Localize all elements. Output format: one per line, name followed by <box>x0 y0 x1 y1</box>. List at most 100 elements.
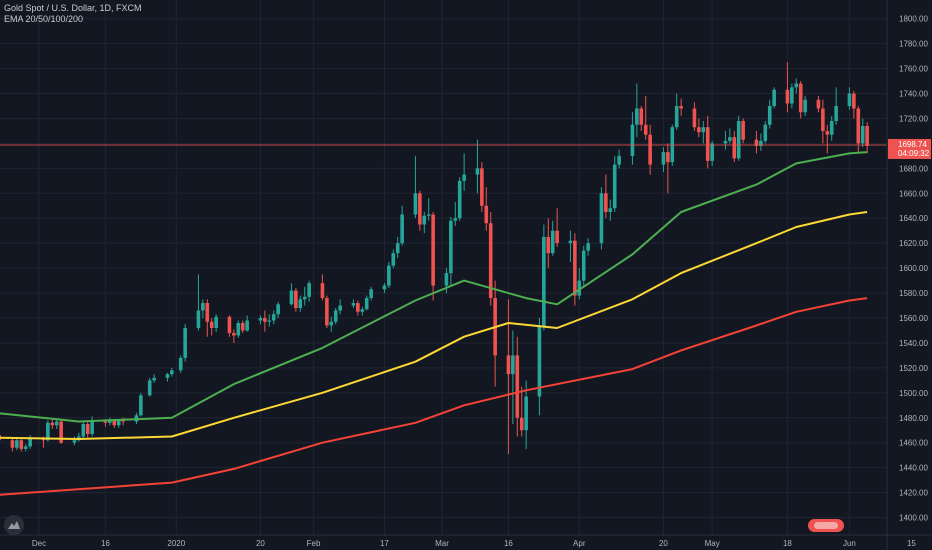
go-to-realtime-button[interactable] <box>808 519 844 532</box>
candle-body[interactable] <box>860 125 865 144</box>
candle-body[interactable] <box>568 240 573 244</box>
candle-body[interactable] <box>147 380 152 396</box>
candle-body[interactable] <box>209 321 214 328</box>
candle-body[interactable] <box>444 273 449 286</box>
candle-body[interactable] <box>271 314 276 321</box>
candle-body[interactable] <box>196 310 201 328</box>
candle-body[interactable] <box>865 125 869 146</box>
candle-body[interactable] <box>484 205 489 224</box>
candle-body[interactable] <box>767 106 772 125</box>
candle-body[interactable] <box>214 316 218 328</box>
candle-body[interactable] <box>387 265 391 286</box>
candle-body[interactable] <box>542 236 546 327</box>
candle-body[interactable] <box>550 230 555 254</box>
candle-body[interactable] <box>661 152 666 165</box>
candle-body[interactable] <box>121 420 125 422</box>
candle-body[interactable] <box>825 130 830 135</box>
candle-body[interactable] <box>643 124 648 135</box>
candle-body[interactable] <box>364 298 369 310</box>
candle-body[interactable] <box>612 164 617 209</box>
candle-body[interactable] <box>488 223 493 299</box>
candle-body[interactable] <box>630 124 635 156</box>
candle-body[interactable] <box>81 424 86 437</box>
candle-body[interactable] <box>599 193 604 244</box>
candle-body[interactable] <box>736 120 741 159</box>
candle-body[interactable] <box>103 421 108 423</box>
candle-body[interactable] <box>267 320 272 322</box>
candle-body[interactable] <box>798 83 803 113</box>
candle-body[interactable] <box>666 152 670 163</box>
candle-body[interactable] <box>391 253 396 266</box>
candle-body[interactable] <box>289 290 294 305</box>
candle-body[interactable] <box>431 214 435 286</box>
candle-body[interactable] <box>320 283 325 299</box>
candle-body[interactable] <box>72 440 77 443</box>
candle-body[interactable] <box>648 134 652 165</box>
candle-body[interactable] <box>763 124 768 141</box>
candle-body[interactable] <box>790 87 794 104</box>
candle-body[interactable] <box>139 395 143 416</box>
candle-body[interactable] <box>480 168 484 206</box>
candle-body[interactable] <box>360 309 365 312</box>
candle-body[interactable] <box>23 446 28 449</box>
candle-body[interactable] <box>692 108 697 128</box>
candle-body[interactable] <box>519 417 524 431</box>
candle-body[interactable] <box>511 355 515 375</box>
candle-body[interactable] <box>54 421 59 426</box>
candle-body[interactable] <box>852 93 856 109</box>
candle-body[interactable] <box>232 332 236 336</box>
candle-body[interactable] <box>19 440 24 449</box>
candle-body[interactable] <box>555 230 559 244</box>
candle-body[interactable] <box>506 355 511 375</box>
candle-body[interactable] <box>382 285 387 290</box>
candle-body[interactable] <box>856 108 861 144</box>
candle-body[interactable] <box>741 120 745 140</box>
candle-body[interactable] <box>573 240 577 296</box>
candle-body[interactable] <box>165 374 170 378</box>
candle-body[interactable] <box>462 174 466 181</box>
candle-body[interactable] <box>418 193 422 225</box>
candle-body[interactable] <box>10 440 15 448</box>
candle-body[interactable] <box>338 305 342 311</box>
tradingview-logo-icon[interactable] <box>4 515 24 535</box>
candle-body[interactable] <box>834 106 838 121</box>
candle-body[interactable] <box>170 370 174 375</box>
candle-body[interactable] <box>816 99 821 109</box>
candle-body[interactable] <box>15 440 19 448</box>
candle-body[interactable] <box>453 218 458 221</box>
candle-body[interactable] <box>524 396 528 431</box>
candle-body[interactable] <box>794 83 799 88</box>
candle-body[interactable] <box>710 143 714 161</box>
candle-body[interactable] <box>245 320 249 331</box>
candle-body[interactable] <box>577 280 582 296</box>
candle-body[interactable] <box>112 420 117 426</box>
candle-body[interactable] <box>457 180 462 219</box>
candle-body[interactable] <box>329 321 334 326</box>
candle-body[interactable] <box>581 250 586 281</box>
candle-body[interactable] <box>723 140 728 144</box>
candle-body[interactable] <box>413 193 418 215</box>
candle-body[interactable] <box>635 108 639 125</box>
candle-body[interactable] <box>369 289 373 299</box>
candle-body[interactable] <box>701 127 706 133</box>
candle-body[interactable] <box>617 155 621 165</box>
candle-body[interactable] <box>325 298 329 326</box>
candle-body[interactable] <box>205 303 210 322</box>
candle-body[interactable] <box>240 322 245 331</box>
price-axis[interactable] <box>887 0 932 550</box>
candle-body[interactable] <box>604 193 608 213</box>
candle-body[interactable] <box>732 137 737 159</box>
candle-body[interactable] <box>178 357 183 371</box>
candle-body[interactable] <box>772 89 776 107</box>
candle-body[interactable] <box>754 139 759 146</box>
candle-body[interactable] <box>847 93 852 107</box>
candle-body[interactable] <box>298 299 303 309</box>
candle-body[interactable] <box>183 327 187 358</box>
candle-body[interactable] <box>50 422 55 426</box>
candle-body[interactable] <box>356 303 360 312</box>
candle-body[interactable] <box>759 140 763 146</box>
candle-body[interactable] <box>586 243 590 251</box>
candle-body[interactable] <box>803 99 807 113</box>
candle-body[interactable] <box>28 437 32 447</box>
